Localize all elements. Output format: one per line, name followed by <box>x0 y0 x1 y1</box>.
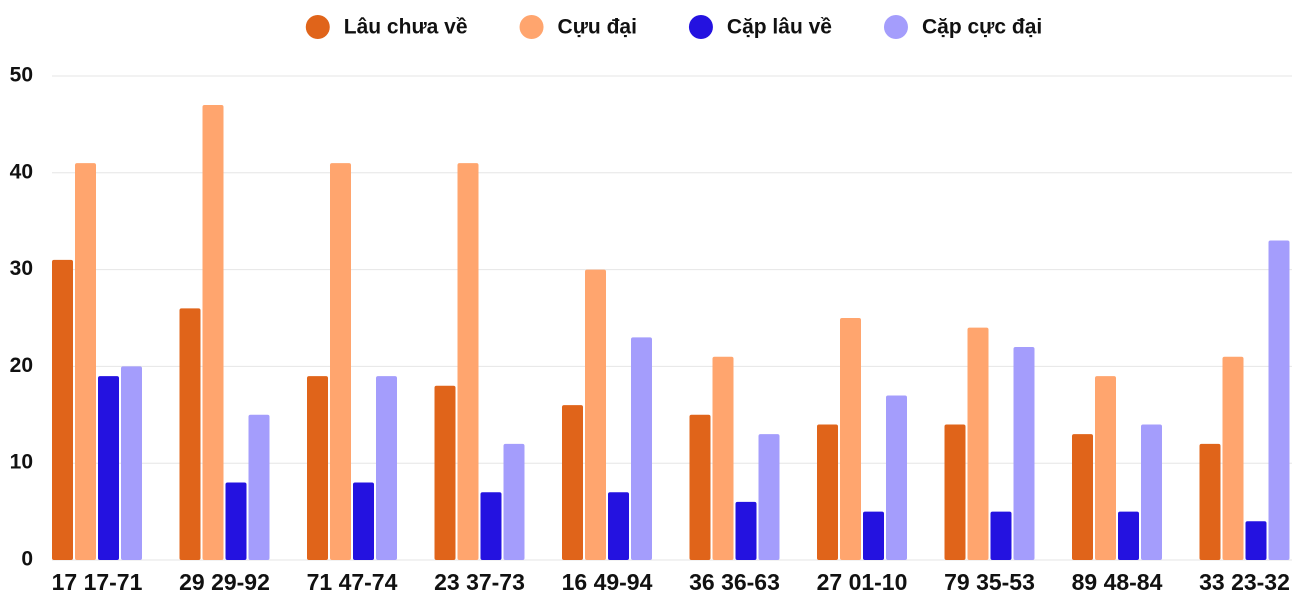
y-tick-label: 0 <box>21 548 33 571</box>
bar <box>631 337 652 560</box>
x-tick-label: 33 23-32 <box>1199 569 1290 595</box>
y-tick-label: 30 <box>10 257 33 280</box>
bar <box>330 163 351 560</box>
bar <box>585 269 606 560</box>
bar <box>562 405 583 560</box>
bar <box>758 434 780 560</box>
legend-marker <box>305 15 330 39</box>
legend-label: Cặp cực đại <box>922 16 1042 39</box>
bar <box>1268 240 1290 560</box>
bar <box>689 414 711 560</box>
bar <box>225 482 247 560</box>
bar <box>990 511 1012 560</box>
bar <box>480 492 502 560</box>
bar <box>863 511 884 560</box>
y-tick-label: 40 <box>10 160 33 183</box>
bar <box>712 356 734 560</box>
legend-label: Cựu đại <box>558 16 637 39</box>
legend-marker <box>519 15 544 39</box>
bar <box>1072 434 1093 560</box>
bar <box>817 424 838 560</box>
x-tick-label: 29 29-92 <box>179 569 270 595</box>
bar <box>886 395 907 560</box>
legend-label: Cặp lâu về <box>727 16 832 39</box>
x-tick-label: 16 49-94 <box>562 569 653 595</box>
bar <box>608 492 629 560</box>
bar <box>376 376 397 560</box>
x-tick-label: 27 01-10 <box>817 569 908 595</box>
x-tick-label: 23 37-73 <box>434 569 525 595</box>
legend-label: Lâu chưa về <box>344 16 468 39</box>
bar <box>179 308 201 560</box>
x-tick-label: 71 47-74 <box>307 569 398 595</box>
bar <box>434 385 456 560</box>
y-tick-label: 10 <box>10 451 33 474</box>
bar <box>1095 376 1116 560</box>
bar <box>840 318 861 560</box>
legend-marker <box>883 15 908 39</box>
bar <box>457 163 479 560</box>
x-tick-label: 89 48-84 <box>1072 569 1163 595</box>
legend-marker <box>688 15 713 39</box>
bar <box>967 327 989 560</box>
bar <box>353 482 374 560</box>
bar <box>248 414 270 560</box>
bar <box>735 501 757 560</box>
bar <box>1118 511 1139 560</box>
bar <box>1222 356 1244 560</box>
y-tick-label: 50 <box>10 64 33 87</box>
bar <box>1013 347 1035 560</box>
x-tick-label: 79 35-53 <box>944 569 1035 595</box>
bar <box>503 443 525 560</box>
bar <box>121 366 142 560</box>
y-tick-label: 20 <box>10 354 33 377</box>
bar <box>202 105 224 560</box>
bar <box>52 259 73 560</box>
bar <box>1199 443 1221 560</box>
bar <box>1141 424 1162 560</box>
bar <box>307 376 328 560</box>
x-tick-label: 17 17-71 <box>52 569 143 595</box>
x-tick-label: 36 36-63 <box>689 569 780 595</box>
bar <box>98 376 119 560</box>
bar <box>75 163 96 560</box>
bar <box>1245 521 1267 560</box>
bar <box>944 424 966 560</box>
